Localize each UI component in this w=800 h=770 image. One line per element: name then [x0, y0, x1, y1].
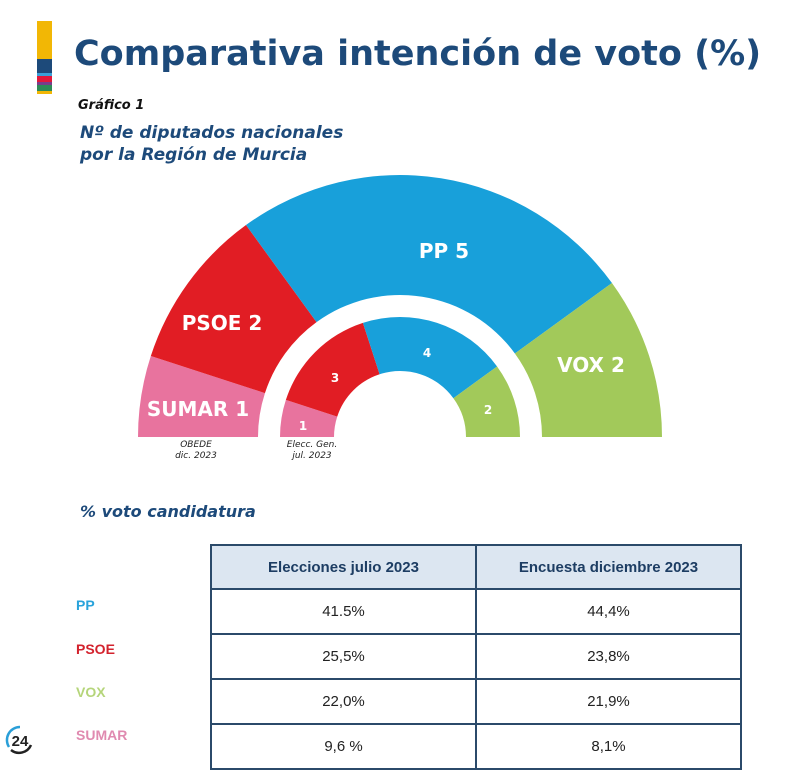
logo-stripe-green: [37, 85, 52, 91]
table-row: 9,6 % 8,1%: [210, 723, 742, 770]
watermark-arc-dark: [10, 744, 33, 755]
segment-label-outer-vox: VOX 2: [557, 353, 625, 377]
segment-label-outer-psoe: PSOE 2: [182, 311, 263, 335]
logo-stripe-yellow: [37, 21, 52, 59]
segment-label-outer-pp: PP 5: [419, 239, 469, 263]
watermark-text: 24: [12, 733, 29, 750]
segment-outer-psoe: [150, 225, 317, 394]
figure-label: Gráfico 1: [78, 98, 145, 113]
table-row: 22,0% 21,9%: [210, 678, 742, 725]
segment-outer-vox: [514, 283, 662, 437]
row-label-vox: VOX: [76, 684, 106, 700]
table-cell: 41.5%: [210, 588, 477, 635]
watermark-arc: [5, 725, 21, 748]
segment-inner-pp: [362, 317, 498, 399]
outer-source-line-2: dic. 2023: [175, 451, 217, 461]
segment-label-inner-psoe: 3: [331, 371, 339, 385]
logo-stripe-red: [37, 76, 52, 82]
hemicycle-chart: SUMAR 1 PSOE 2 PP 5 VOX 2 1 3 4 2: [138, 175, 662, 437]
chart-title: Nº de diputados nacionales por la Región…: [80, 122, 343, 166]
inner-source-line-2: jul. 2023: [292, 451, 332, 461]
table-cell: 23,8%: [475, 633, 742, 680]
table-cell: 8,1%: [475, 723, 742, 770]
logo-stripe-yellow-bottom: [37, 91, 52, 94]
inner-ring-source: Elecc. Gen. jul. 2023: [276, 440, 348, 462]
logo-stripe-lightblue: [37, 73, 52, 76]
table-row: 41.5% 44,4%: [210, 588, 742, 635]
row-label-psoe: PSOE: [76, 641, 115, 657]
table-cell: 21,9%: [475, 678, 742, 725]
segment-label-inner-vox: 2: [484, 403, 492, 417]
table-cell: 22,0%: [210, 678, 477, 725]
chart-title-line-1: Nº de diputados nacionales: [80, 123, 344, 143]
logo-stripe-blue: [37, 59, 52, 73]
segment-outer-pp: [246, 175, 612, 354]
segment-label-inner-sumar: 1: [299, 419, 307, 433]
segment-inner-psoe: [285, 322, 380, 417]
segment-outer-sumar: [138, 356, 265, 437]
outer-ring-source: OBEDE dic. 2023: [160, 440, 232, 462]
column-header: Elecciones julio 2023: [210, 544, 477, 590]
watermark-24-logo: 24: [5, 725, 33, 755]
page-title: Comparativa intención de voto (%): [74, 34, 762, 74]
table-cell: 44,4%: [475, 588, 742, 635]
segment-inner-vox: [453, 366, 520, 437]
row-label-pp: PP: [76, 597, 95, 613]
inner-source-line-1: Elecc. Gen.: [286, 440, 338, 450]
vote-table: Elecciones julio 2023 Encuesta diciembre…: [210, 544, 742, 770]
outer-source-line-1: OBEDE: [180, 440, 212, 450]
table-header-row: Elecciones julio 2023 Encuesta diciembre…: [210, 544, 742, 590]
table-title: % voto candidatura: [80, 502, 256, 521]
segment-label-inner-pp: 4: [423, 346, 431, 360]
row-label-sumar: SUMAR: [76, 727, 128, 743]
segment-label-outer-sumar: SUMAR 1: [147, 397, 249, 421]
table-cell: 9,6 %: [210, 723, 477, 770]
segment-inner-sumar: [280, 399, 338, 437]
table-row: 25,5% 23,8%: [210, 633, 742, 680]
logo-stripe-purple: [37, 82, 52, 85]
chart-title-line-2: por la Región de Murcia: [80, 145, 308, 165]
table-cell: 25,5%: [210, 633, 477, 680]
column-header: Encuesta diciembre 2023: [475, 544, 742, 590]
brand-color-bar: [37, 21, 52, 94]
